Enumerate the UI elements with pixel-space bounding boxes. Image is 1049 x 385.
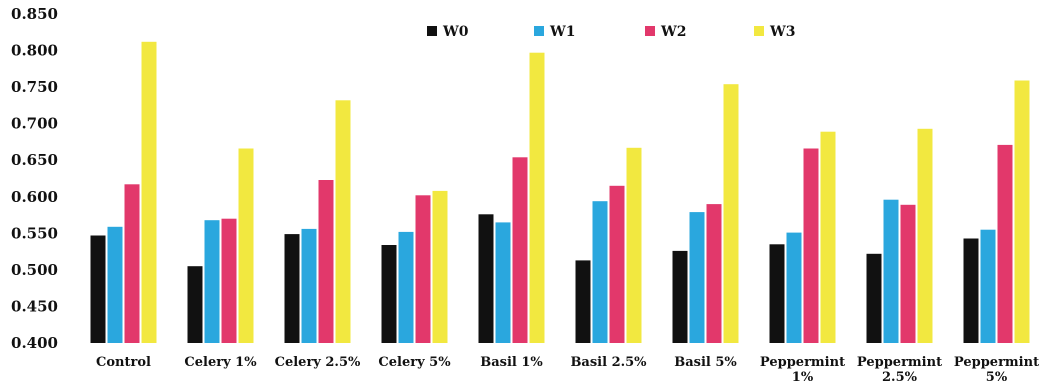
x-tick-label: Basil 5% <box>674 355 737 370</box>
x-tick-label: 1% <box>792 370 814 385</box>
x-tick-label: Peppermint <box>857 355 942 370</box>
bar-w3-6 <box>626 147 642 343</box>
bar-w2-4 <box>415 195 431 343</box>
x-tick-label: Basil 2.5% <box>570 355 647 370</box>
x-tick-label: Peppermint <box>760 355 845 370</box>
bar-w1-3 <box>301 228 317 343</box>
bar-w0-2 <box>187 266 203 343</box>
bar-w0-10 <box>963 238 979 343</box>
bar-w1-7 <box>689 212 705 343</box>
legend-label-w2: W2 <box>660 24 686 40</box>
bar-w2-6 <box>609 185 625 343</box>
x-tick-label: Celery 1% <box>184 355 257 370</box>
bar-w2-1 <box>124 184 140 343</box>
x-tick-label: 5% <box>986 370 1008 385</box>
bar-w0-4 <box>381 245 397 343</box>
y-tick-label: 0.550 <box>11 224 58 242</box>
bar-w3-10 <box>1014 80 1030 343</box>
bar-w0-8 <box>769 244 785 343</box>
x-tick-label: Peppermint <box>954 355 1039 370</box>
legend: W0 W1 W2 W3 <box>427 24 795 40</box>
x-tick-label: Basil 1% <box>480 355 543 370</box>
y-tick-label: 0.800 <box>11 42 58 60</box>
bar-w1-8 <box>786 232 802 343</box>
bar-w2-2 <box>221 218 237 343</box>
bar-w1-1 <box>107 226 123 343</box>
x-tick-label: Celery 2.5% <box>275 355 361 370</box>
bar-w2-7 <box>706 204 722 343</box>
legend-label-w1: W1 <box>549 24 575 40</box>
legend-swatch-w1 <box>534 26 544 36</box>
bar-w1-4 <box>398 231 414 343</box>
legend-swatch-w3 <box>754 26 764 36</box>
bar-w0-9 <box>866 253 882 343</box>
bar-w3-3 <box>335 100 351 343</box>
bar-w3-5 <box>529 52 545 343</box>
bar-w2-3 <box>318 180 334 343</box>
bar-w0-1 <box>90 235 106 343</box>
bar-w2-8 <box>803 148 819 343</box>
x-tick-label: 2.5% <box>882 370 918 385</box>
bar-w1-6 <box>592 201 608 343</box>
bar-w2-5 <box>512 157 528 343</box>
y-tick-label: 0.600 <box>11 188 58 206</box>
legend-label-w3: W3 <box>769 24 795 40</box>
bar-w3-8 <box>820 131 836 343</box>
bar-w3-1 <box>141 41 157 344</box>
bar-w0-3 <box>284 234 300 343</box>
legend-label-w0: W0 <box>442 24 469 40</box>
x-axis: Control Celery 1% Celery 2.5% Celery 5% Basi… <box>96 355 1039 385</box>
bar-w1-10 <box>980 229 996 343</box>
y-tick-label: 0.400 <box>11 334 58 352</box>
bar-w1-9 <box>883 199 899 343</box>
bar-w0-5 <box>478 214 494 343</box>
bar-w0-6 <box>575 260 591 343</box>
bar-w3-9 <box>917 128 933 343</box>
bar-w3-2 <box>238 148 254 343</box>
y-tick-label: 0.750 <box>11 78 58 96</box>
legend-swatch-w0 <box>427 26 437 36</box>
bars <box>90 41 1030 344</box>
bar-w1-2 <box>204 220 220 343</box>
bar-w2-10 <box>997 144 1013 343</box>
bar-w1-5 <box>495 222 511 343</box>
y-tick-label: 0.850 <box>11 5 58 23</box>
bar-w3-7 <box>723 84 739 343</box>
legend-swatch-w2 <box>645 26 655 36</box>
y-tick-label: 0.450 <box>11 297 58 315</box>
y-tick-label: 0.700 <box>11 115 58 133</box>
bar-w0-7 <box>672 250 688 343</box>
y-axis: 0.400 0.450 0.500 0.550 0.600 0.650 0.700 0.750… <box>11 5 58 352</box>
y-tick-label: 0.500 <box>11 261 58 279</box>
x-tick-label: Celery 5% <box>378 355 451 370</box>
y-tick-label: 0.650 <box>11 151 58 169</box>
bar-w3-4 <box>432 190 448 343</box>
bar-w2-9 <box>900 204 916 343</box>
x-tick-label: Control <box>96 355 151 370</box>
